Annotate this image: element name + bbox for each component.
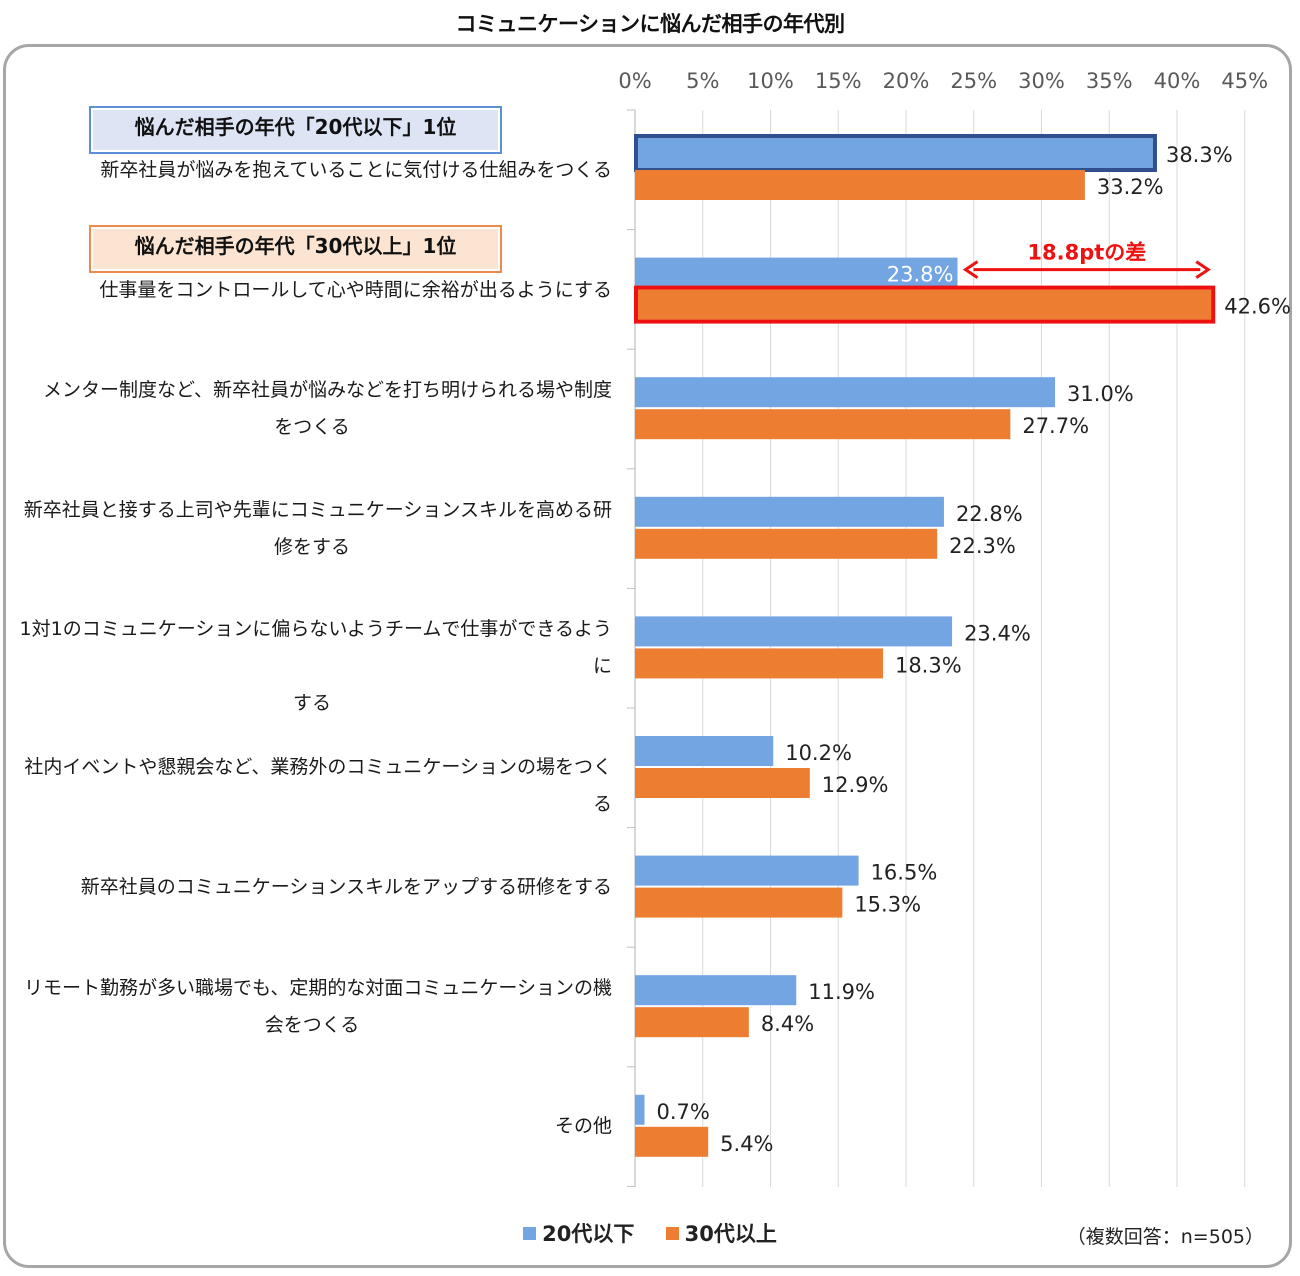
- annotation-arrow-head-left: [962, 260, 979, 279]
- data-label: 23.8%: [887, 263, 954, 287]
- annotation-arrow-head-right: [1195, 260, 1211, 279]
- legend-swatch-under20: [523, 1227, 537, 1240]
- sample-note: （複数回答：n=505）: [1066, 1226, 1264, 1248]
- legend-item-under20: 20代以下: [523, 1218, 634, 1248]
- data-label: 33.2%: [1097, 175, 1164, 199]
- bar-over30: [635, 409, 1011, 440]
- category-label: 1対1のコミュニケーションに偏らないようチームで仕事ができるようにする: [12, 611, 612, 722]
- category-label-line: 社内イベントや懇親会など、業務外のコミュニケーションの場をつくる: [24, 756, 612, 816]
- x-tick-label: 15%: [815, 69, 862, 93]
- category-label-line: 修をする: [273, 535, 350, 558]
- bar-under20: [635, 736, 774, 766]
- x-tick-label: 45%: [1221, 69, 1268, 93]
- category-label: 仕事量をコントロールして心や時間に余裕が出るようにする: [12, 272, 612, 309]
- x-tick-label: 0%: [618, 69, 651, 93]
- legend-item-over30: 30代以上: [665, 1218, 777, 1248]
- bar-highlight-border: [634, 285, 1216, 324]
- data-label: 23.4%: [964, 621, 1031, 645]
- category-label: 社内イベントや懇親会など、業務外のコミュニケーションの場をつくる: [12, 749, 612, 823]
- category-label-line: 1対1のコミュニケーションに偏らないようチームで仕事ができるように: [19, 618, 612, 678]
- category-label-line: 新卒社員のコミュニケーションスキルをアップする研修をする: [80, 875, 612, 898]
- data-label: 42.6%: [1224, 295, 1291, 319]
- bar-under20: [635, 975, 797, 1006]
- data-label: 10.2%: [785, 741, 852, 765]
- legend-label-under20: 20代以下: [542, 1222, 635, 1246]
- bar-under20: [635, 377, 1056, 408]
- bar-under20: [635, 1094, 645, 1125]
- bar-over30: [635, 1126, 709, 1157]
- chart-frame: [3, 44, 1292, 1268]
- category-label-line: する: [292, 692, 331, 715]
- data-label: 22.3%: [949, 534, 1016, 558]
- bar-under20: [635, 138, 1154, 168]
- bar-under20: [635, 257, 958, 288]
- x-tick-label: 40%: [1154, 69, 1201, 93]
- category-label: 新卒社員が悩みを抱えていることに気付ける仕組みをつくる: [12, 152, 612, 189]
- category-label-line: メンター制度など、新卒社員が悩みなどを打ち明けられる場や制度: [42, 379, 612, 401]
- bar-over30: [635, 768, 810, 798]
- category-label-line: その他: [554, 1115, 612, 1138]
- data-label: 18.3%: [895, 653, 962, 677]
- data-label: 31.0%: [1067, 382, 1134, 406]
- category-label-line: 新卒社員と接する上司や先輩にコミュニケーションスキルを高める研: [23, 498, 612, 521]
- legend: 20代以下 30代以上: [0, 1218, 1300, 1248]
- data-label: 38.3%: [1166, 143, 1233, 167]
- category-label-line: をつくる: [274, 416, 350, 438]
- legend-swatch-over30: [665, 1227, 679, 1240]
- bar-over30: [635, 1007, 749, 1038]
- data-label: 0.7%: [656, 1100, 709, 1124]
- x-tick-label: 10%: [747, 69, 794, 93]
- data-label: 15.3%: [854, 893, 921, 917]
- category-label-line: 新卒社員が悩みを抱えていることに気付ける仕組みをつくる: [100, 159, 612, 181]
- bar-under20: [635, 855, 859, 886]
- bar-under20: [635, 616, 953, 647]
- data-label: 27.7%: [1022, 414, 1089, 438]
- x-tick-label: 5%: [686, 69, 719, 93]
- data-label: 12.9%: [822, 773, 889, 797]
- category-label: メンター制度など、新卒社員が悩みなどを打ち明けられる場や制度をつくる: [12, 372, 612, 446]
- callout-over30-first: 悩んだ相手の年代「30代以上」1位: [89, 225, 502, 273]
- x-tick-label: 25%: [950, 69, 997, 93]
- bar-over30: [635, 170, 1085, 200]
- bar-over30: [635, 648, 883, 679]
- category-label: 新卒社員のコミュニケーションスキルをアップする研修をする: [12, 869, 612, 906]
- data-label: 16.5%: [871, 861, 938, 885]
- x-tick-label: 20%: [883, 69, 930, 93]
- bar-over30: [635, 528, 938, 559]
- data-label: 8.4%: [761, 1012, 814, 1036]
- category-label: その他: [12, 1108, 612, 1145]
- chart-title: コミュニケーションに悩んだ相手の年代別: [455, 12, 845, 36]
- annotation-text: 18.8ptの差: [1027, 241, 1146, 265]
- data-label: 22.8%: [956, 502, 1023, 526]
- x-tick-label: 35%: [1086, 69, 1133, 93]
- data-label: 11.9%: [808, 980, 875, 1004]
- bar-over30: [635, 289, 1213, 320]
- category-label: リモート勤務が多い職場でも、定期的な対面コミュニケーションの機会をつくる: [12, 970, 612, 1044]
- x-tick-label: 30%: [1018, 69, 1065, 93]
- category-label-line: リモート勤務が多い職場でも、定期的な対面コミュニケーションの機: [23, 977, 612, 999]
- category-label-line: 会をつくる: [264, 1014, 360, 1036]
- category-label: 新卒社員と接する上司や先輩にコミュニケーションスキルを高める研修をする: [12, 492, 612, 566]
- callout-under20-first: 悩んだ相手の年代「20代以下」1位: [89, 106, 502, 154]
- data-label: 5.4%: [720, 1132, 773, 1156]
- bar-over30: [635, 887, 843, 918]
- category-label-line: 仕事量をコントロールして心や時間に余裕が出るようにする: [99, 278, 612, 301]
- legend-label-over30: 30代以上: [684, 1222, 777, 1246]
- bar-under20: [635, 496, 944, 527]
